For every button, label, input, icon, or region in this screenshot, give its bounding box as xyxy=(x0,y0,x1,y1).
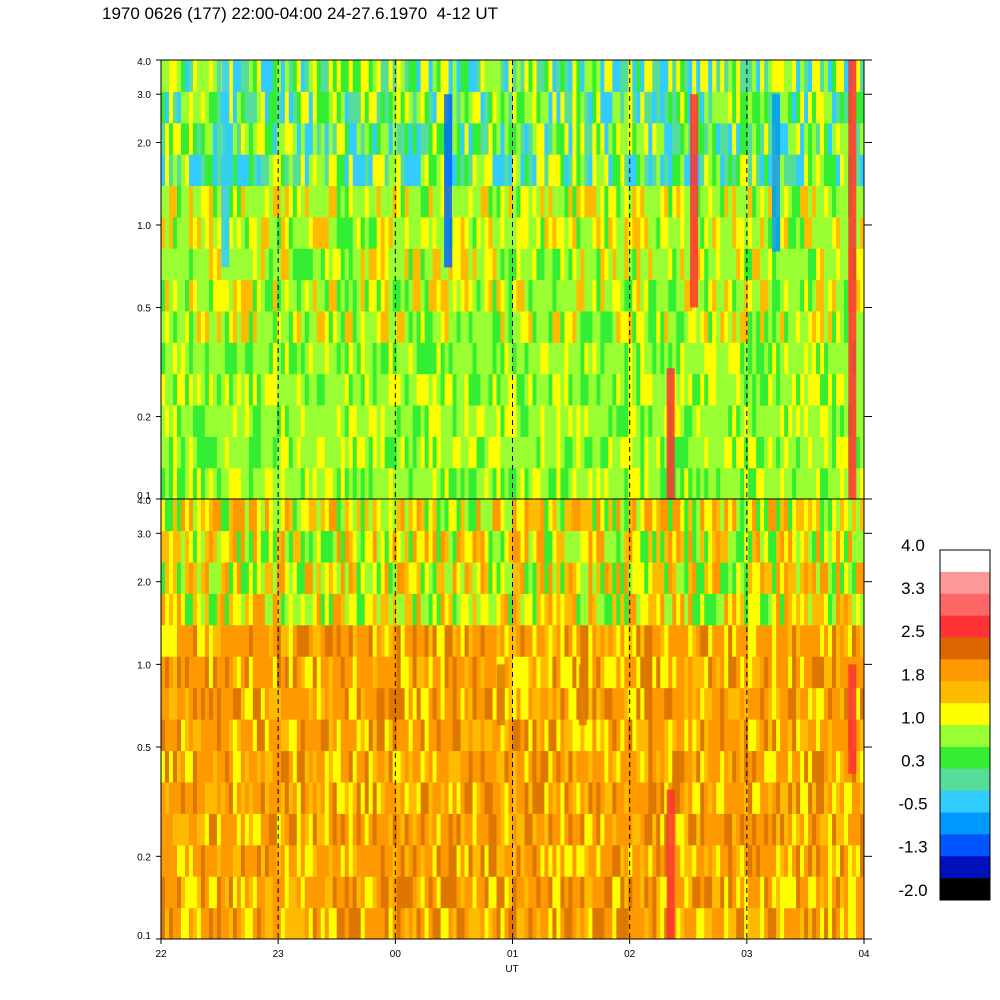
spectral-feature xyxy=(848,60,857,499)
colorbar-swatch xyxy=(940,550,990,573)
colorbar-swatch xyxy=(940,878,990,901)
x-tick-label: 23 xyxy=(273,949,285,960)
y-tick-label: 0.2 xyxy=(137,852,151,863)
colorbar-swatch xyxy=(940,790,990,814)
colorbar-swatch xyxy=(940,593,990,617)
colorbar-swatch xyxy=(940,856,990,879)
spectral-feature xyxy=(496,664,505,726)
colorbar-swatch xyxy=(940,834,990,857)
spectral-feature xyxy=(666,368,675,499)
x-axis-tick-labels: 22 23 00 01 02 03 04 xyxy=(155,939,870,960)
axes: 0.10.20.51.02.03.04.00.10.20.51.02.03.04… xyxy=(137,57,872,942)
colorbar-swatch xyxy=(940,725,990,748)
colorbar-swatch xyxy=(940,571,990,595)
hour-gridlines xyxy=(277,60,748,939)
colorbar-label: -2.0 xyxy=(898,881,927,900)
colorbar-label: 1.0 xyxy=(901,708,925,727)
colorbar-label: 4.0 xyxy=(901,536,925,555)
y-tick-label: 0.5 xyxy=(137,743,151,754)
colorbar-label: 0.3 xyxy=(901,752,925,771)
colorbar-label: 3.3 xyxy=(901,579,925,598)
y-tick-label: 2.0 xyxy=(137,578,151,589)
y-tick-label: 3.0 xyxy=(137,529,151,540)
y-tick-label: 0.5 xyxy=(137,303,151,314)
x-tick-label: 00 xyxy=(390,949,402,960)
spectrogram-texture xyxy=(161,60,864,499)
colorbar-label: -1.3 xyxy=(898,838,927,857)
spectrogram-texture xyxy=(161,499,864,939)
y-tick-label: 0.1 xyxy=(137,491,151,502)
y-tick-label: 0.1 xyxy=(137,931,151,942)
colorbar-swatch xyxy=(940,812,990,835)
spectral-feature xyxy=(221,60,230,268)
colorbar-label: 2.5 xyxy=(901,622,925,641)
x-axis-label: UT xyxy=(505,964,518,975)
x-tick-label: 03 xyxy=(741,949,753,960)
colorbar xyxy=(939,549,991,901)
y-tick-label: 3.0 xyxy=(137,90,151,101)
colorbar-label: -0.5 xyxy=(898,795,927,814)
colorbar-swatch xyxy=(940,637,990,660)
y-tick-label: 1.0 xyxy=(137,221,151,232)
spectral-feature xyxy=(666,789,675,939)
colorbar-labels: 4.0 3.3 2.5 1.8 1.0 0.3 -0.5 -1.3 -2.0 xyxy=(898,536,927,900)
x-tick-label: 01 xyxy=(507,949,519,960)
colorbar-frame xyxy=(939,549,991,901)
colorbar-label: 1.8 xyxy=(901,665,925,684)
spectral-feature xyxy=(690,94,699,308)
x-tick-label: 22 xyxy=(155,949,167,960)
spectral-feature xyxy=(772,94,781,252)
colorbar-swatch xyxy=(940,681,990,704)
colorbar-swatch xyxy=(940,703,990,726)
x-tick-label: 04 xyxy=(858,949,870,960)
spectral-feature xyxy=(578,664,587,726)
y-tick-label: 4.0 xyxy=(137,57,151,68)
y-tick-label: 0.2 xyxy=(137,413,151,424)
chart-title: 1970 0626 (177) 22:00-04:00 24-27.6.1970… xyxy=(102,4,499,23)
x-tick-label: 02 xyxy=(624,949,636,960)
colorbar-swatch xyxy=(940,768,990,792)
colorbar-swatch xyxy=(940,615,990,639)
y-tick-label: 1.0 xyxy=(137,660,151,671)
spectral-feature xyxy=(848,664,857,774)
colorbar-swatch xyxy=(940,746,990,770)
spectral-feature xyxy=(444,94,453,268)
y-tick-label: 2.0 xyxy=(137,138,151,149)
colorbar-swatch xyxy=(940,659,990,682)
y-tick-label: 4.0 xyxy=(137,496,151,507)
